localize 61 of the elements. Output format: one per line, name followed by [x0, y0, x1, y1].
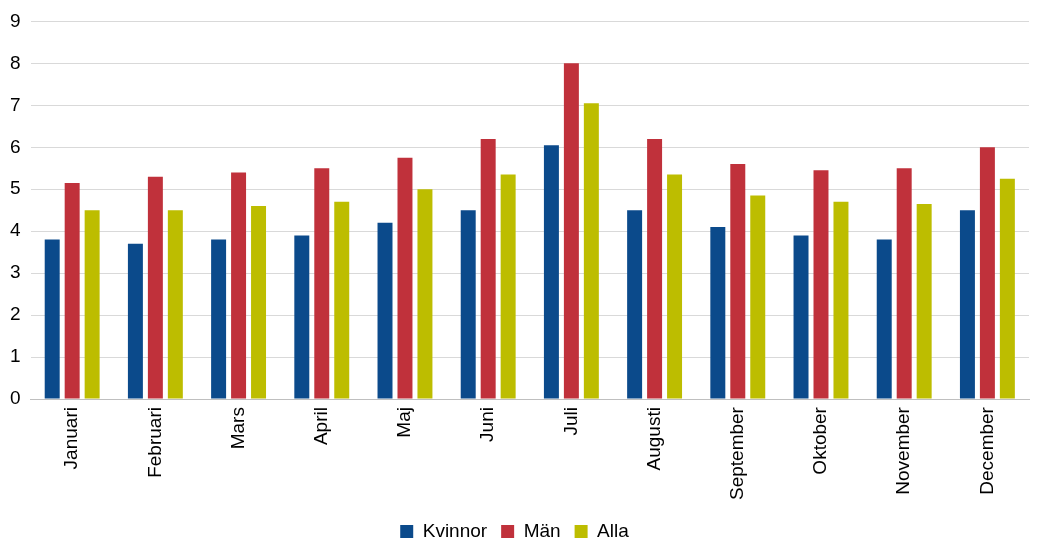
bar: [876, 239, 892, 399]
bar: [750, 195, 766, 399]
x-tick-label: Mars: [226, 407, 248, 450]
legend-label: Kvinnor: [422, 519, 488, 541]
bar: [979, 147, 995, 399]
y-tick-label: 4: [9, 219, 21, 241]
legend-label: Alla: [597, 519, 630, 541]
bar: [583, 103, 599, 399]
y-tick-label: 8: [9, 51, 21, 73]
bar: [314, 168, 330, 399]
bar: [563, 63, 579, 399]
bar: [334, 201, 350, 399]
bar: [480, 138, 496, 399]
bar: [147, 176, 163, 399]
x-tick-label: September: [726, 406, 748, 501]
bar: [460, 210, 476, 399]
bar: [647, 138, 663, 399]
bar: [167, 210, 183, 399]
bar: [916, 203, 932, 399]
bar: [231, 172, 247, 399]
bar: [64, 182, 80, 399]
x-tick-label: Augusti: [642, 407, 664, 471]
y-tick-label: 0: [9, 387, 21, 409]
x-tick-label: Januari: [60, 407, 82, 470]
bar: [710, 227, 726, 399]
x-tick-label: Maj: [393, 407, 415, 438]
bar: [84, 210, 100, 399]
bar: [417, 189, 433, 399]
y-tick-label: 7: [9, 93, 21, 115]
bar: [896, 168, 912, 399]
bar: [793, 235, 809, 399]
bar: [667, 174, 683, 399]
bar: [833, 201, 849, 399]
bar: [397, 157, 413, 399]
bar: [627, 210, 643, 399]
x-tick-label: Februari: [143, 407, 165, 478]
y-tick-label: 5: [9, 177, 21, 199]
x-tick-label: Juni: [476, 407, 498, 442]
bar: [543, 145, 559, 399]
bar: [999, 178, 1015, 399]
legend-label: Män: [523, 519, 561, 541]
x-tick-label: December: [975, 406, 997, 495]
y-tick-label: 1: [9, 345, 21, 367]
y-tick-label: 9: [9, 9, 21, 31]
x-tick-label: November: [892, 406, 914, 495]
bar: [500, 174, 516, 399]
y-tick-label: 3: [9, 261, 21, 283]
bar: [294, 235, 310, 399]
bar: [211, 239, 227, 399]
bar: [127, 243, 143, 399]
bar: [813, 170, 829, 399]
y-tick-label: 2: [9, 303, 21, 325]
y-tick-label: 6: [9, 135, 21, 157]
x-tick-label: Juli: [559, 407, 581, 436]
bar: [44, 239, 60, 399]
bar: [251, 206, 267, 399]
x-tick-label: April: [310, 407, 332, 446]
x-tick-label: Oktober: [809, 406, 831, 475]
bar: [377, 222, 393, 399]
bar: [959, 210, 975, 399]
bar: [730, 164, 746, 399]
